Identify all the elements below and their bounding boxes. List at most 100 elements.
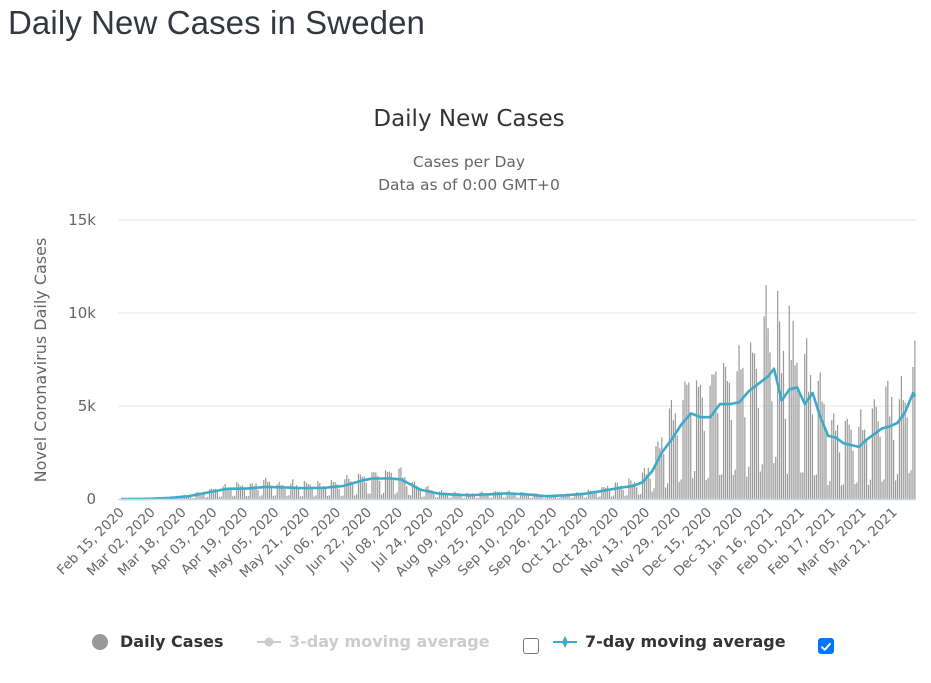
daily-case-bar: [738, 345, 740, 499]
daily-case-bar: [284, 488, 286, 499]
daily-case-bar: [191, 498, 193, 499]
daily-case-bar: [464, 497, 466, 499]
daily-case-bar: [245, 496, 247, 499]
daily-case-bar: [715, 371, 717, 499]
daily-case-bar: [618, 486, 620, 499]
daily-case-bar: [904, 402, 906, 499]
daily-case-bar: [574, 493, 576, 499]
y-tick-label: 15k: [68, 211, 96, 229]
daily-case-bar: [721, 474, 723, 499]
daily-case-bar: [585, 497, 588, 499]
daily-case-bar: [809, 375, 812, 499]
daily-case-bar: [684, 381, 686, 499]
daily-case-bar: [912, 366, 914, 499]
daily-case-bar: [753, 353, 756, 499]
legend-label: 7-day moving average: [585, 632, 786, 651]
daily-case-bar: [214, 488, 217, 499]
daily-case-bar: [612, 495, 615, 499]
chart-subtitle-line-2: Data as of 0:00 GMT+0: [378, 176, 560, 194]
daily-case-bar: [581, 495, 584, 499]
daily-case-bar: [869, 479, 872, 499]
daily-case-bar: [373, 472, 375, 499]
daily-case-bar: [674, 413, 676, 499]
daily-case-bar: [711, 374, 713, 499]
daily-case-bar: [779, 321, 781, 499]
legend-label: Daily Cases: [120, 632, 224, 651]
legend-item-3day-average[interactable]: 3-day moving average: [257, 632, 490, 651]
daily-case-bar: [382, 492, 385, 499]
daily-case-bar: [433, 493, 435, 499]
daily-case-bar: [788, 305, 790, 499]
daily-case-bar: [879, 436, 881, 499]
daily-case-bar: [885, 386, 887, 499]
daily-case-bar: [363, 476, 365, 499]
daily-case-bar: [808, 391, 810, 499]
daily-case-bar: [794, 365, 796, 499]
daily-case-bar: [722, 362, 725, 499]
daily-case-bar: [551, 495, 553, 499]
daily-case-bar: [413, 481, 416, 499]
daily-case-bar: [305, 482, 307, 499]
daily-case-bar: [307, 483, 309, 499]
daily-case-bar: [628, 478, 630, 499]
daily-case-bar: [342, 495, 344, 499]
daily-case-bar: [790, 360, 792, 499]
daily-case-bar: [672, 420, 674, 499]
daily-case-bar: [514, 493, 516, 499]
toggle-7day-average-checkbox[interactable]: [818, 638, 834, 654]
daily-case-bar: [475, 497, 477, 499]
daily-case-bar: [485, 493, 487, 499]
daily-case-bar: [665, 487, 667, 499]
daily-case-bar: [796, 362, 798, 499]
daily-case-bar: [527, 494, 530, 499]
daily-case-bar: [647, 467, 649, 499]
daily-case-bar: [448, 497, 450, 499]
daily-case-bar: [539, 495, 541, 499]
daily-case-bar: [806, 338, 808, 499]
daily-case-bar: [543, 498, 545, 499]
daily-case-bar: [357, 473, 360, 499]
daily-case-bar: [663, 453, 665, 499]
daily-case-bar: [417, 487, 419, 499]
legend-item-daily-cases[interactable]: Daily Cases: [92, 632, 223, 651]
daily-case-bar: [825, 429, 827, 499]
daily-case-bar: [272, 495, 275, 499]
daily-case-bar: [695, 380, 698, 499]
daily-case-bar: [670, 400, 673, 499]
daily-case-bar: [578, 493, 580, 499]
daily-case-bar: [326, 495, 329, 499]
daily-case-bar: [726, 381, 729, 499]
daily-case-bar: [865, 440, 868, 499]
daily-case-bar: [379, 481, 381, 499]
daily-case-bar: [460, 495, 462, 499]
daily-case-bar: [564, 494, 566, 499]
daily-case-bar: [784, 418, 787, 499]
daily-case-bar: [786, 473, 788, 499]
daily-case-bar: [311, 489, 313, 499]
legend-item-7day-average[interactable]: 7-day moving average: [553, 632, 786, 651]
daily-case-bar: [616, 482, 618, 499]
daily-case-bar: [429, 489, 431, 499]
daily-case-bar: [742, 367, 744, 499]
daily-case-bar: [636, 487, 638, 499]
daily-case-bar: [827, 485, 829, 499]
daily-case-bar: [317, 481, 319, 499]
daily-case-bar: [734, 469, 736, 499]
daily-case-bar: [350, 481, 352, 499]
daily-case-bar: [655, 446, 657, 499]
daily-case-bar: [504, 497, 506, 499]
daily-case-bar: [873, 399, 875, 499]
daily-case-bar: [624, 495, 626, 499]
daily-case-bar: [384, 470, 387, 499]
daily-case-bar: [419, 490, 421, 499]
daily-case-bar: [736, 371, 738, 499]
daily-case-bar: [338, 489, 340, 499]
daily-case-bar: [288, 495, 290, 499]
toggle-3day-average-checkbox[interactable]: [523, 638, 539, 654]
daily-case-bar: [297, 488, 300, 499]
daily-case-bar: [442, 492, 445, 499]
daily-case-bar: [775, 456, 777, 499]
daily-case-bar: [686, 384, 688, 499]
daily-case-bar: [371, 472, 373, 499]
circle-marker-icon: [92, 633, 108, 650]
